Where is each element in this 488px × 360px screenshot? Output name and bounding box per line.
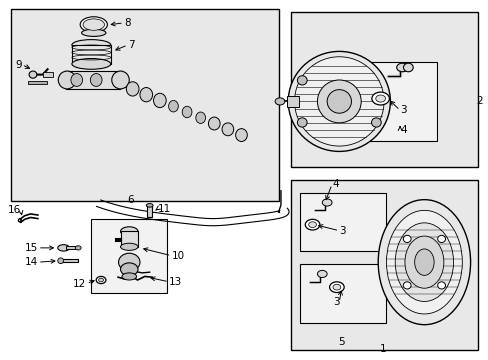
- Ellipse shape: [403, 63, 412, 72]
- Ellipse shape: [403, 282, 410, 289]
- Ellipse shape: [140, 87, 152, 102]
- Ellipse shape: [386, 210, 461, 314]
- Ellipse shape: [80, 17, 107, 32]
- Ellipse shape: [195, 112, 205, 123]
- Bar: [66, 247, 78, 249]
- Ellipse shape: [375, 95, 385, 102]
- Text: 8: 8: [123, 18, 130, 28]
- Text: 14: 14: [24, 257, 38, 267]
- Bar: [361, 62, 436, 141]
- Ellipse shape: [437, 235, 445, 243]
- Ellipse shape: [81, 29, 106, 36]
- Ellipse shape: [182, 106, 192, 118]
- Bar: [60, 259, 78, 262]
- Ellipse shape: [71, 73, 82, 86]
- Bar: [300, 264, 385, 323]
- Ellipse shape: [126, 82, 139, 96]
- Ellipse shape: [72, 40, 111, 50]
- Bar: [120, 231, 138, 247]
- Ellipse shape: [75, 246, 81, 250]
- Ellipse shape: [58, 245, 69, 251]
- Ellipse shape: [83, 19, 104, 30]
- Ellipse shape: [294, 57, 383, 146]
- Text: 2: 2: [475, 96, 482, 106]
- Ellipse shape: [72, 59, 111, 69]
- Text: 6: 6: [127, 195, 133, 205]
- Ellipse shape: [168, 100, 178, 112]
- Ellipse shape: [112, 71, 129, 89]
- Ellipse shape: [222, 123, 233, 136]
- Text: 4: 4: [399, 125, 406, 135]
- Text: 15: 15: [24, 243, 38, 253]
- Ellipse shape: [371, 92, 388, 105]
- Ellipse shape: [322, 199, 331, 206]
- Ellipse shape: [404, 236, 443, 288]
- Bar: [290, 12, 477, 167]
- Ellipse shape: [297, 118, 306, 127]
- Text: 13: 13: [169, 277, 182, 287]
- Bar: [286, 96, 298, 107]
- Bar: [300, 193, 385, 251]
- Ellipse shape: [377, 200, 469, 325]
- Bar: [91, 219, 166, 293]
- Text: 7: 7: [127, 40, 134, 50]
- Ellipse shape: [208, 117, 220, 130]
- Text: 5: 5: [338, 337, 345, 347]
- Bar: [66, 71, 119, 89]
- Ellipse shape: [122, 273, 136, 280]
- Ellipse shape: [120, 263, 138, 276]
- Ellipse shape: [414, 249, 433, 275]
- Bar: [42, 72, 53, 77]
- Ellipse shape: [120, 227, 138, 236]
- Ellipse shape: [297, 76, 306, 85]
- Text: 16: 16: [8, 205, 21, 215]
- Ellipse shape: [308, 222, 316, 228]
- Ellipse shape: [394, 223, 453, 301]
- Ellipse shape: [403, 235, 410, 243]
- Ellipse shape: [396, 63, 407, 72]
- Text: 3: 3: [332, 297, 339, 307]
- Ellipse shape: [332, 284, 340, 290]
- Ellipse shape: [58, 258, 63, 264]
- Ellipse shape: [329, 282, 344, 293]
- Ellipse shape: [317, 80, 361, 123]
- Bar: [72, 45, 111, 64]
- Ellipse shape: [305, 219, 319, 230]
- Bar: [290, 180, 477, 350]
- Bar: [147, 205, 152, 217]
- Ellipse shape: [118, 253, 140, 271]
- Text: 11: 11: [158, 203, 171, 213]
- Ellipse shape: [96, 276, 106, 284]
- Ellipse shape: [29, 71, 37, 78]
- Ellipse shape: [317, 270, 326, 278]
- Ellipse shape: [275, 98, 285, 105]
- Ellipse shape: [146, 203, 153, 207]
- Text: 9: 9: [15, 60, 22, 69]
- Ellipse shape: [99, 278, 103, 282]
- Ellipse shape: [153, 93, 166, 108]
- Text: 12: 12: [73, 279, 86, 289]
- Text: 1: 1: [379, 344, 386, 354]
- Bar: [11, 9, 278, 202]
- Bar: [28, 81, 46, 84]
- Ellipse shape: [287, 51, 389, 152]
- Text: 4: 4: [331, 179, 338, 189]
- Text: 3: 3: [399, 105, 406, 115]
- Ellipse shape: [371, 118, 381, 127]
- Text: 10: 10: [171, 251, 184, 261]
- Ellipse shape: [437, 282, 445, 289]
- Ellipse shape: [90, 73, 102, 86]
- Ellipse shape: [120, 243, 138, 250]
- Ellipse shape: [58, 71, 76, 89]
- Ellipse shape: [235, 129, 247, 141]
- Ellipse shape: [326, 90, 351, 113]
- Text: 3: 3: [339, 226, 345, 236]
